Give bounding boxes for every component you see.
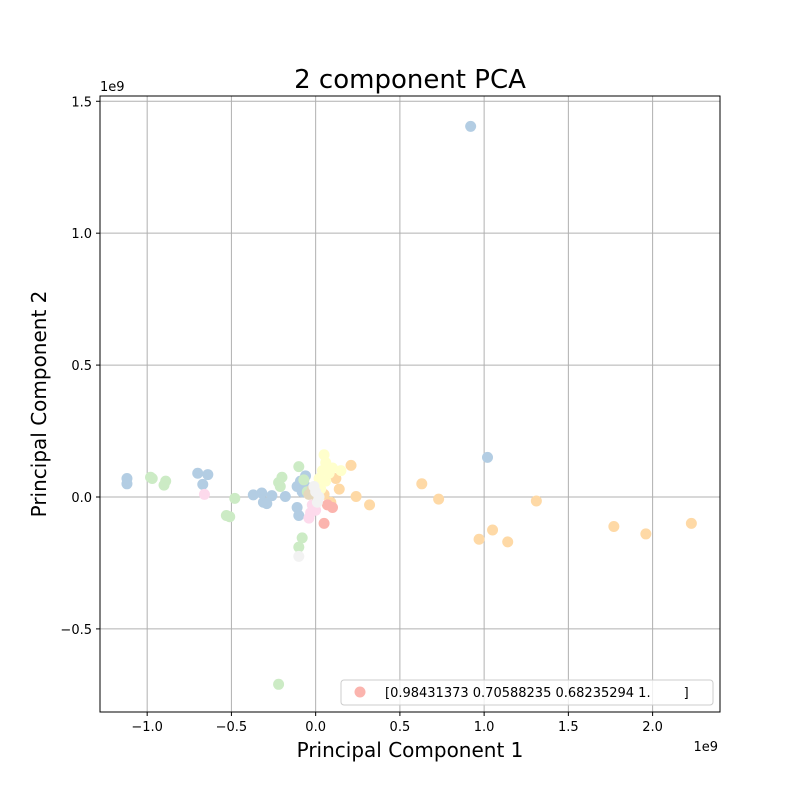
scatter-point: [640, 528, 652, 540]
scatter-point: [473, 533, 485, 545]
x-tick-label: 2.0: [642, 720, 663, 735]
x-axis-title: Principal Component 1: [297, 738, 524, 762]
x-tick-label: 0.5: [390, 720, 411, 735]
scatter-point: [311, 496, 323, 508]
scatter-point: [293, 550, 305, 562]
legend-box: [340, 679, 714, 706]
points-layer: [121, 120, 697, 690]
scatter-point: [502, 536, 514, 548]
y-tick-label: 0.5: [71, 359, 92, 374]
scatter-point: [197, 478, 209, 490]
scatter-point: [146, 473, 158, 485]
scatter-point: [293, 541, 305, 553]
scatter-point: [416, 478, 428, 490]
y-axis-title: Principal Component 2: [27, 291, 51, 518]
scatter-point: [279, 490, 291, 502]
scatter-point: [121, 478, 133, 490]
scatter-point: [350, 490, 362, 502]
scatter-point: [345, 459, 357, 471]
scatter-point: [433, 493, 445, 505]
scatter-point: [266, 490, 278, 502]
legend-marker: [354, 686, 366, 698]
ticks-layer: −1.0 −0.5 0.0 0.5 1.0 1.5 2.0 −0.5 0.0 0.5 1.0 1.5: [60, 95, 663, 735]
scatter-point: [530, 495, 542, 507]
scatter-point: [274, 480, 286, 492]
scatter-point: [487, 524, 499, 536]
scatter-point: [465, 120, 477, 132]
scatter-point: [202, 469, 214, 481]
x-offset-label: 1e9: [693, 740, 718, 755]
x-tick-label: −1.0: [131, 720, 163, 735]
scatter-point: [276, 471, 288, 483]
legend: [0.98431373 0.70588235 0.68235294 1. ]: [340, 679, 714, 706]
scatter-point: [685, 517, 697, 529]
scatter-point: [192, 467, 204, 479]
plot-frame: [99, 95, 721, 713]
scatter-point: [247, 489, 259, 501]
y-tick-label: 1.5: [71, 95, 92, 110]
scatter-point: [296, 532, 308, 544]
scatter-point: [318, 517, 330, 529]
scatter-point: [298, 474, 310, 486]
grid-layer: [100, 96, 720, 712]
y-offset-label: 1e9: [100, 80, 125, 95]
x-tick-label: 1.0: [474, 720, 495, 735]
x-tick-label: −0.5: [216, 720, 248, 735]
scatter-point: [293, 509, 305, 521]
scatter-point: [293, 461, 305, 473]
scatter-point: [308, 480, 320, 492]
y-tick-label: 1.0: [71, 227, 92, 242]
y-tick-label: −0.5: [60, 623, 92, 638]
scatter-point: [608, 521, 620, 533]
scatter-point: [261, 498, 273, 510]
y-tick-label: 0.0: [71, 491, 92, 506]
scatter-point: [335, 465, 347, 477]
scatter-point: [321, 499, 333, 511]
scatter-point: [229, 492, 241, 504]
scatter-point: [273, 678, 285, 690]
chart-title: 2 component PCA: [294, 65, 526, 95]
scatter-point: [224, 511, 236, 523]
legend-label: [0.98431373 0.70588235 0.68235294 1. ]: [385, 686, 689, 701]
scatter-point: [158, 479, 170, 491]
scatter-point: [327, 462, 338, 474]
scatter-point: [482, 451, 493, 463]
x-tick-label: 0.0: [305, 720, 326, 735]
scatter-point: [256, 487, 268, 499]
x-tick-label: 1.5: [558, 720, 579, 735]
scatter-point: [333, 483, 345, 495]
scatter-point: [198, 488, 210, 500]
scatter-point: [320, 475, 332, 487]
scatter-point: [364, 499, 376, 511]
